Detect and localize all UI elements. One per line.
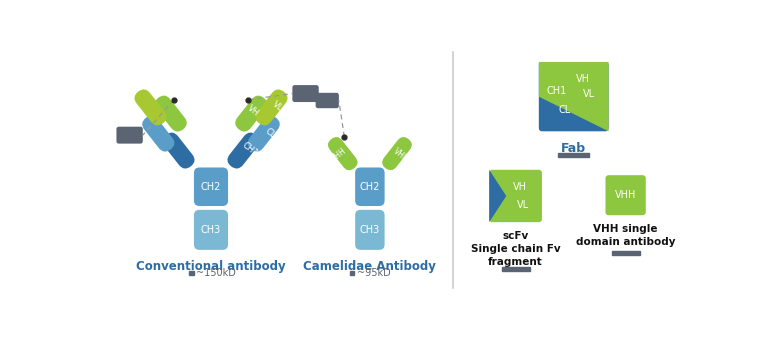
FancyBboxPatch shape: [293, 85, 318, 102]
FancyBboxPatch shape: [328, 137, 358, 170]
Text: Fab: Fab: [561, 142, 586, 155]
Text: CH1: CH1: [547, 86, 567, 96]
Bar: [558, 153, 589, 157]
Text: VHH: VHH: [391, 147, 410, 164]
FancyBboxPatch shape: [155, 95, 187, 132]
FancyBboxPatch shape: [235, 95, 268, 132]
Text: scFv
Single chain Fv
fragment: scFv Single chain Fv fragment: [471, 232, 560, 267]
Text: VH: VH: [576, 74, 590, 84]
Polygon shape: [539, 62, 609, 131]
Text: VH: VH: [513, 182, 528, 192]
Text: ~95kD: ~95kD: [357, 268, 390, 278]
FancyBboxPatch shape: [489, 170, 542, 222]
FancyBboxPatch shape: [162, 132, 195, 168]
Text: Camelidae Antibody: Camelidae Antibody: [303, 260, 437, 273]
Text: VL: VL: [271, 99, 284, 113]
Text: VHH: VHH: [330, 147, 348, 164]
Text: CH2: CH2: [360, 182, 380, 192]
FancyBboxPatch shape: [255, 89, 287, 125]
Text: CL: CL: [559, 105, 571, 115]
FancyBboxPatch shape: [356, 167, 384, 206]
Text: VL: VL: [517, 200, 529, 210]
Bar: [502, 267, 530, 271]
FancyBboxPatch shape: [134, 89, 167, 125]
Bar: [349, 271, 355, 275]
Text: VL: VL: [583, 89, 595, 99]
FancyBboxPatch shape: [194, 167, 228, 206]
FancyBboxPatch shape: [539, 62, 609, 131]
FancyBboxPatch shape: [142, 116, 174, 152]
Text: VHH: VHH: [615, 190, 636, 200]
FancyBboxPatch shape: [248, 116, 280, 152]
Bar: [612, 251, 640, 254]
FancyBboxPatch shape: [356, 210, 384, 250]
FancyBboxPatch shape: [382, 137, 412, 170]
FancyBboxPatch shape: [117, 127, 143, 144]
Polygon shape: [489, 170, 506, 222]
Text: CH3: CH3: [360, 225, 380, 235]
Text: CH1: CH1: [240, 140, 259, 158]
Text: ~150kD: ~150kD: [196, 268, 236, 278]
Text: VH: VH: [246, 103, 261, 118]
Text: Conventional antibody: Conventional antibody: [136, 260, 286, 273]
FancyBboxPatch shape: [606, 175, 646, 215]
Text: CH2: CH2: [201, 182, 221, 192]
FancyBboxPatch shape: [194, 210, 228, 250]
Text: CL: CL: [263, 127, 277, 141]
Text: CH3: CH3: [201, 225, 221, 235]
FancyBboxPatch shape: [315, 93, 339, 108]
Text: VHH single
domain antibody: VHH single domain antibody: [576, 224, 675, 247]
FancyBboxPatch shape: [227, 132, 260, 168]
Bar: [190, 271, 194, 275]
